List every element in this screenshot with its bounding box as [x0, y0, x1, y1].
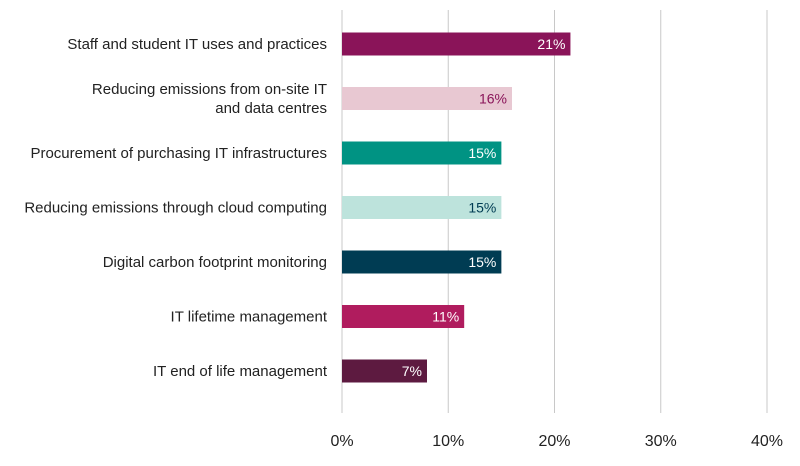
x-tick-label-0: 0% — [330, 433, 353, 450]
bar-2 — [342, 141, 502, 165]
bar-6 — [342, 359, 427, 383]
category-label-0: Staff and student IT uses and practices — [67, 36, 327, 53]
data-label-2: 15% — [468, 145, 496, 161]
bars: 21% 16% 15% 15% 15% 11% 7% — [342, 32, 571, 383]
x-tick-label-2: 20% — [538, 433, 570, 450]
data-label-5: 11% — [432, 309, 459, 325]
bar-0 — [342, 32, 571, 56]
data-label-0: 21% — [537, 36, 565, 52]
bar-4 — [342, 250, 502, 274]
bar-5 — [342, 305, 465, 328]
data-label-4: 15% — [468, 254, 496, 270]
category-label-6: IT end of life management — [153, 363, 328, 380]
category-labels: Staff and student IT uses and practices R… — [24, 36, 328, 380]
bar-1 — [342, 87, 512, 110]
category-label-5: IT lifetime management — [171, 309, 328, 326]
category-label-4: Digital carbon footprint monitoring — [103, 254, 327, 271]
category-label-1: Reducing emissions from on-site IT and da… — [92, 81, 327, 117]
data-label-1: 16% — [479, 91, 507, 107]
x-tick-label-3: 30% — [645, 433, 677, 450]
x-axis-tick-labels: 0% 10% 20% 30% 40% — [330, 433, 783, 450]
bar-3 — [342, 196, 502, 219]
data-label-3: 15% — [468, 200, 496, 216]
category-label-2: Procurement of purchasing IT infrastruct… — [30, 145, 327, 162]
x-tick-label-1: 10% — [432, 433, 464, 450]
gridlines — [341, 10, 768, 413]
x-tick-label-4: 40% — [751, 433, 783, 450]
data-label-6: 7% — [402, 363, 422, 379]
category-label-3: Reducing emissions through cloud computi… — [24, 200, 327, 217]
